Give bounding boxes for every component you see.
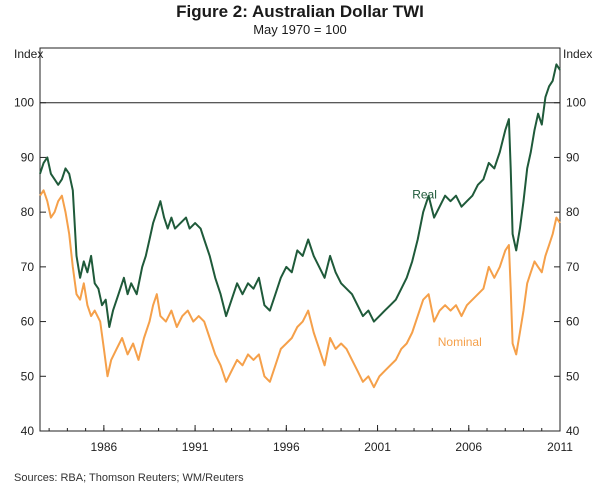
x-tick-label: 2001 bbox=[364, 440, 391, 454]
y-tick-label-right: 90 bbox=[566, 150, 580, 164]
y-tick-label-right: 60 bbox=[566, 315, 580, 329]
y-tick-label-right: 50 bbox=[566, 369, 580, 383]
y-tick-label-left: 90 bbox=[21, 150, 35, 164]
y-tick-label-left: 50 bbox=[21, 369, 35, 383]
y-tick-label-right: 40 bbox=[566, 424, 580, 438]
series-label-nominal: Nominal bbox=[438, 335, 482, 349]
y-tick-label-right: 100 bbox=[566, 96, 586, 110]
x-tick-label: 2011 bbox=[547, 440, 573, 454]
source-note: Sources: RBA; Thomson Reuters; WM/Reuter… bbox=[14, 472, 244, 484]
series-line-real bbox=[39, 63, 561, 328]
y-tick-label-left: 100 bbox=[14, 96, 34, 110]
chart-title: Figure 2: Australian Dollar TWI bbox=[176, 2, 424, 21]
series-label-real: Real bbox=[412, 187, 437, 201]
y-tick-label-right: 70 bbox=[566, 260, 580, 274]
y-tick-label-left: 60 bbox=[21, 315, 35, 329]
y-axis-label-right: Index bbox=[563, 47, 592, 61]
y-tick-label-left: 80 bbox=[21, 205, 35, 219]
y-tick-label-right: 80 bbox=[566, 205, 580, 219]
x-tick-label: 1991 bbox=[182, 440, 209, 454]
x-tick-label: 1986 bbox=[91, 440, 118, 454]
x-tick-label: 2006 bbox=[455, 440, 482, 454]
y-axis-label-left: Index bbox=[14, 47, 43, 61]
y-tick-label-left: 70 bbox=[21, 260, 35, 274]
y-tick-label-left: 40 bbox=[21, 424, 35, 438]
series-line-nominal bbox=[39, 189, 561, 389]
chart-subtitle: May 1970 = 100 bbox=[253, 22, 347, 37]
x-tick-label: 1996 bbox=[273, 440, 300, 454]
plot-frame bbox=[39, 47, 561, 432]
